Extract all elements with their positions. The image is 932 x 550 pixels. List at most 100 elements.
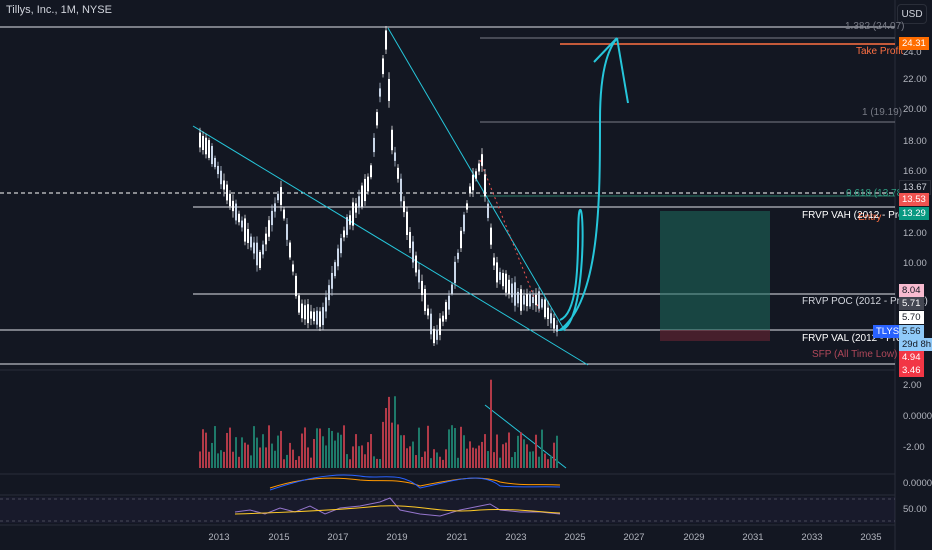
volume-bar — [487, 451, 489, 468]
candle-body — [328, 285, 330, 301]
volume-bar — [442, 459, 444, 468]
volume-bar — [262, 434, 264, 468]
volume-bar — [346, 454, 348, 468]
volume-bar — [271, 443, 273, 468]
price-tick: 20.00 — [903, 104, 927, 115]
candle-body — [538, 291, 540, 309]
price-tag-sfp-high[interactable]: 4.94 — [899, 351, 924, 364]
candle-body — [481, 154, 483, 166]
take-profit-label: Take Profit — [856, 46, 904, 57]
candle-body — [211, 145, 213, 165]
candle-body — [412, 241, 414, 263]
candle-body — [409, 231, 411, 249]
volume-bar — [448, 429, 450, 468]
trendline-dotted — [479, 159, 541, 313]
candle-body — [259, 252, 261, 268]
symbol-title[interactable]: Tillys, Inc., 1M, NYSE — [6, 4, 112, 16]
volume-bar — [295, 459, 297, 468]
candle-body — [226, 184, 228, 201]
candle-body — [307, 304, 309, 324]
volume-trendline[interactable] — [484, 404, 567, 469]
candle-body — [298, 295, 300, 313]
volume-bar — [415, 455, 417, 468]
candle-body — [286, 224, 288, 240]
volume-bar — [382, 421, 384, 468]
volume-bar — [451, 425, 453, 468]
volume-bar — [550, 455, 552, 468]
price-tag-poc[interactable]: 5.71 — [899, 297, 924, 310]
candle-body — [262, 244, 264, 255]
volume-bar — [496, 434, 498, 468]
price-tag-take-profit[interactable]: 24.31 — [899, 37, 929, 50]
currency-button[interactable]: USD — [897, 4, 927, 24]
candle-body — [556, 325, 558, 332]
candle-body — [454, 261, 456, 284]
time-tick: 2025 — [564, 532, 586, 543]
candle-body — [484, 174, 486, 197]
volume-bar — [292, 449, 294, 468]
candle-body — [508, 279, 510, 294]
candle-body — [427, 308, 429, 316]
time-tick: 2023 — [505, 532, 527, 543]
volume-bar — [535, 434, 537, 468]
candle-body — [418, 269, 420, 283]
projection-path[interactable] — [556, 37, 618, 332]
fib-1-label: 1 (19.19) — [862, 107, 903, 118]
candle-body — [478, 163, 480, 172]
price-tag-last[interactable]: 5.56 — [899, 325, 924, 338]
price-tick: 12.00 — [903, 228, 927, 239]
price-tag-poc-high[interactable]: 8.04 — [899, 284, 924, 297]
profit-zone[interactable] — [660, 211, 770, 330]
candle-body — [352, 202, 354, 226]
candle-body — [340, 238, 342, 254]
candle-body — [520, 289, 522, 311]
macd-signal-line — [269, 477, 561, 489]
volume-bar — [352, 446, 354, 468]
volume-bar — [241, 437, 243, 468]
volume-bar — [541, 429, 543, 468]
volume-bar — [514, 451, 516, 468]
candle-body — [535, 294, 537, 306]
symbol-tag[interactable]: TLYS — [873, 325, 903, 338]
volume-bar — [226, 432, 228, 468]
candle-body — [487, 203, 489, 218]
trendline-steep[interactable] — [387, 27, 566, 332]
volume-bar — [379, 458, 381, 468]
volume-bar — [421, 456, 423, 468]
price-tag-570[interactable]: 5.70 — [899, 311, 924, 324]
candle-body — [358, 196, 360, 208]
volume-bar — [538, 456, 540, 468]
macd-tick: 0.0000 — [903, 478, 932, 489]
volume-bar — [247, 444, 249, 468]
price-tag-vah[interactable]: 13.29 — [899, 207, 929, 220]
volume-bar — [232, 451, 234, 468]
volume-bar — [490, 379, 492, 468]
trendline-long[interactable] — [192, 125, 589, 366]
price-tag-entry[interactable]: 13.53 — [899, 193, 929, 206]
volume-bar — [547, 459, 549, 468]
time-tick: 2021 — [446, 532, 468, 543]
volume-bar — [430, 458, 432, 468]
stop-zone[interactable] — [660, 330, 770, 341]
volume-bar — [334, 440, 336, 468]
volume-bar — [529, 451, 531, 468]
price-tag-sfp[interactable]: 3.46 — [899, 364, 924, 377]
rsi-pane — [0, 497, 895, 523]
volume-bar — [517, 435, 519, 468]
volume-bar — [367, 442, 369, 468]
projection-arrowhead — [593, 37, 629, 104]
volume-bar — [205, 432, 207, 468]
candle-body — [217, 165, 219, 175]
fib-1382-label: 1.382 (24.07) — [845, 21, 905, 32]
candle-body — [349, 215, 351, 225]
volume-bar — [364, 454, 366, 468]
candle-body — [346, 217, 348, 235]
volume-bar — [406, 448, 408, 468]
candle-body — [220, 170, 222, 185]
candle-body — [244, 218, 246, 242]
frvp-val-label: FRVP VAL (2012 - Present) — [802, 333, 924, 344]
volume-bar — [268, 425, 270, 468]
candle-body — [397, 167, 399, 179]
candle-body — [505, 273, 507, 293]
